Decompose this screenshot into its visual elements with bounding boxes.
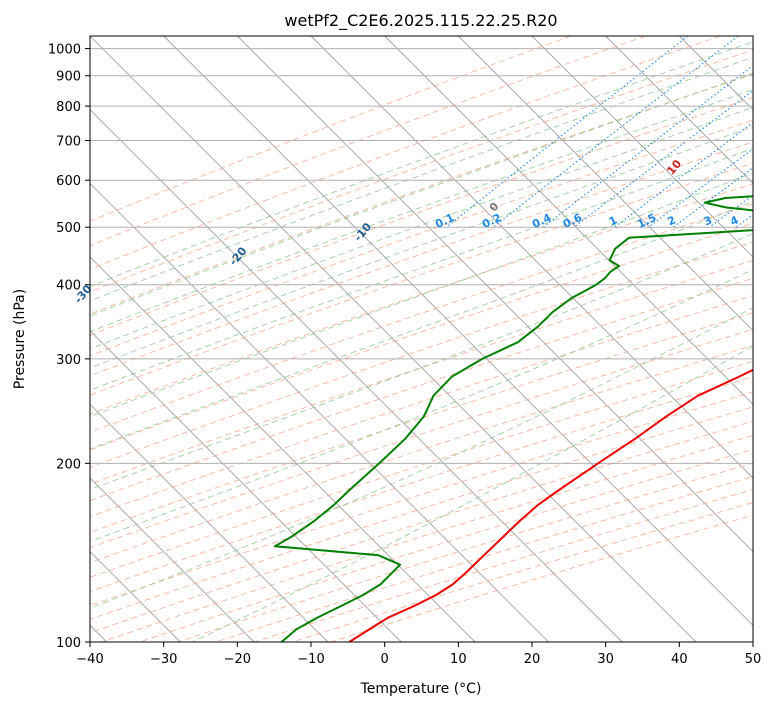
dewpoint-profile-line	[273, 195, 753, 642]
dry-adiabat-line	[90, 119, 753, 357]
y-tick-label: 500	[56, 221, 81, 236]
chart-title: wetPf2_C2E6.2025.115.22.25.R20	[284, 11, 557, 31]
mixing-ratio-line	[492, 36, 739, 228]
y-tick-label: 300	[56, 353, 81, 368]
isotherm-line	[458, 36, 753, 332]
isotherm-line	[752, 36, 753, 37]
x-axis-label: Temperature (°C)	[360, 681, 482, 697]
y-tick-label: 900	[56, 70, 81, 85]
y-tick-label: 600	[56, 174, 81, 189]
isotherm-line	[90, 36, 697, 642]
dry-adiabat-line	[90, 36, 571, 222]
dry-adiabat-line	[90, 328, 753, 549]
plot-frame	[89, 35, 754, 643]
dry-adiabat-line	[90, 203, 753, 433]
moist-adiabat-line	[90, 233, 753, 491]
x-tick-label: −10	[297, 652, 324, 667]
y-tick-label: 800	[56, 100, 81, 115]
y-tick-label: 200	[56, 457, 81, 472]
isotherm-line	[90, 477, 255, 642]
isotherm-line	[90, 330, 402, 642]
isotherm-line	[237, 36, 753, 553]
dry-adiabat-line	[90, 73, 753, 315]
x-tick-label: 50	[745, 652, 762, 667]
isotherm-line	[90, 403, 328, 642]
dry-adiabat-line	[90, 141, 753, 377]
mixing-ratio-line	[573, 89, 753, 228]
isotherm-line	[90, 182, 549, 642]
x-axis-ticks: −40 −30 −20 −10 0 10 20 30 40 50	[76, 642, 761, 667]
y-tick-label: 100	[56, 636, 81, 651]
sounding-profiles	[273, 195, 753, 642]
moist-adiabat-line	[90, 89, 753, 333]
isotherm-line	[384, 36, 753, 405]
dry-adiabat-line	[90, 222, 753, 451]
isotherm-line	[310, 36, 753, 479]
pressure-gridlines	[90, 48, 753, 642]
x-tick-label: 40	[671, 652, 688, 667]
moist-adiabat-line	[90, 41, 753, 287]
dry-adiabat-line	[90, 259, 753, 485]
x-tick-label: 30	[597, 652, 614, 667]
dry-adiabat-line	[90, 312, 753, 533]
plot-area-background	[90, 36, 753, 642]
isotherm-line	[90, 109, 623, 642]
dry-adiabat-line	[90, 36, 646, 247]
isotherm-line	[163, 36, 753, 626]
moist-adiabat-line	[90, 72, 753, 317]
x-tick-label: −20	[224, 652, 251, 667]
x-tick-label: −40	[76, 652, 103, 667]
x-tick-label: 10	[450, 652, 467, 667]
x-tick-label: −30	[150, 652, 177, 667]
moist-adiabat-line	[192, 345, 753, 642]
dry-adiabat-line	[90, 277, 753, 502]
dry-adiabat-line	[90, 360, 753, 578]
y-axis-label: Pressure (hPa)	[12, 289, 28, 389]
dry-adiabat-line	[90, 49, 753, 293]
y-tick-label: 700	[56, 134, 81, 149]
temperature-profile-line	[348, 368, 753, 642]
y-axis-ticks: 100 200 300 400 500 600 700 800 900 1000	[48, 43, 90, 651]
mixing-ratio-line	[672, 167, 753, 228]
background-lines	[90, 36, 753, 642]
dry-adiabat-line	[90, 97, 753, 336]
x-tick-label: 0	[381, 652, 389, 667]
moist-adiabat-line	[90, 307, 753, 609]
mixing-ratio-line	[542, 64, 753, 228]
moist-adiabat-line	[90, 172, 753, 418]
isotherm-line	[90, 256, 476, 642]
isotherm-line	[531, 36, 753, 258]
y-tick-label: 400	[56, 279, 81, 294]
moist-adiabat-line	[90, 200, 753, 450]
x-tick-label: 20	[524, 652, 541, 667]
moist-adiabat-line	[90, 56, 753, 302]
dry-adiabat-line	[90, 391, 753, 607]
isotherm-line	[605, 36, 753, 184]
y-tick-label: 1000	[48, 43, 81, 58]
dry-adiabat-line	[90, 162, 753, 396]
